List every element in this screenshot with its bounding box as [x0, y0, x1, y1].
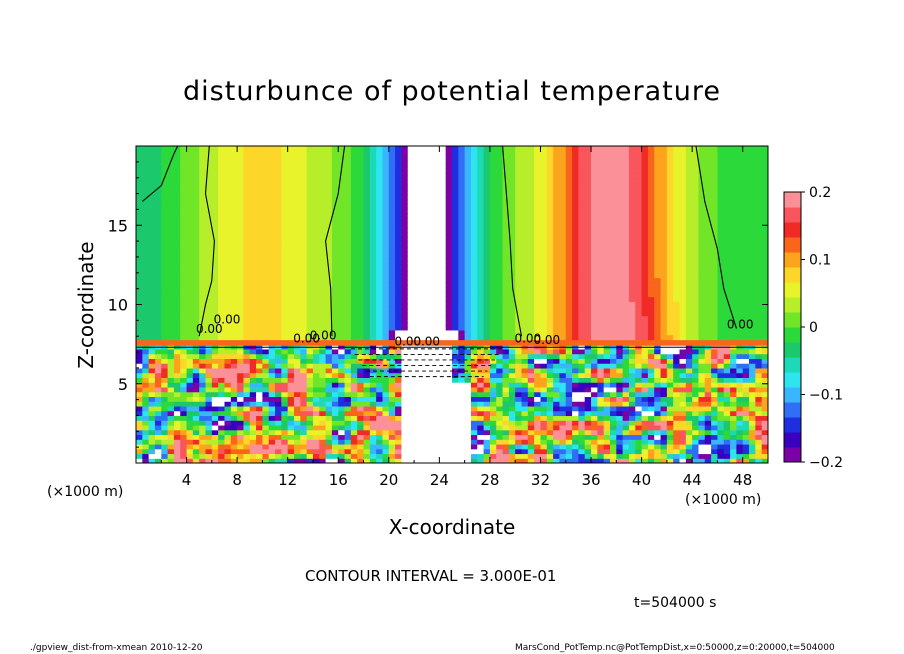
contour-interval-note: CONTOUR INTERVAL = 3.000E-01 [305, 567, 557, 585]
x-tick-label: 48 [733, 471, 752, 489]
contour-labels: 0.000.000.000.00 0.000.00 0.000.000.00 [196, 313, 754, 349]
x-tick-label: 24 [430, 471, 449, 489]
y-tick-label: 10 [108, 296, 128, 315]
contour-line [695, 146, 737, 329]
colorbar-swatch [784, 402, 801, 418]
x-tick-label: 8 [232, 471, 242, 489]
contour-line [198, 146, 215, 337]
contour-label: 0.00 [413, 335, 440, 349]
x-tick-label: 20 [379, 471, 398, 489]
y-tick-label: 5 [118, 375, 128, 394]
colorbar-swatch [784, 432, 801, 448]
x-ticks: 4 8 12 16 20 24 28 32 36 40 44 48 [160, 146, 752, 489]
x-axis-label-text: X-coordinate [388, 515, 516, 539]
colorbar-tick-label: −0.1 [809, 388, 843, 404]
x-tick-label: 40 [632, 471, 651, 489]
contour-label: 0.00 [293, 332, 320, 346]
contour-label: 0.00 [394, 335, 421, 349]
x-tick-label: 32 [531, 471, 550, 489]
contour-line [141, 146, 179, 202]
x-tick-label: 28 [480, 471, 499, 489]
colorbar-tick-label: 0.1 [809, 253, 831, 269]
colorbar-tick-label: −0.2 [809, 455, 843, 471]
contour-label: 0.00 [533, 333, 560, 347]
contour-label: 0.00 [514, 332, 541, 346]
boundary-layer [136, 340, 768, 346]
colorbar-swatch [784, 237, 801, 253]
x-tick-label: 44 [683, 471, 702, 489]
colorbar-swatch [784, 252, 801, 268]
x-axis-unit-left: (×1000 m) [47, 484, 124, 500]
contour-line [502, 146, 523, 337]
y-ticks: 5 10 15 [108, 161, 768, 448]
y-tick-label: 15 [108, 216, 128, 235]
contour-lines [136, 146, 768, 378]
colorbar-swatch [784, 222, 801, 238]
colorbar-swatch [784, 297, 801, 313]
colorbar-tick-label: 0.2 [809, 185, 831, 201]
colorbar-swatch [784, 207, 801, 223]
contour-line [325, 146, 346, 337]
colorbar-swatch [784, 282, 801, 298]
x-tick-label: 12 [278, 471, 297, 489]
colorbar-swatch [784, 312, 801, 328]
colorbar-swatch [784, 372, 801, 388]
footer-left: ./gpview_dist-from-xmean 2010-12-20 [30, 643, 203, 653]
chart-title: disturbunce of potential temperature [183, 76, 721, 107]
contour-label: 0.00 [310, 328, 337, 342]
colorbar-swatch [784, 267, 801, 283]
contour-label: 0.00 [214, 313, 241, 327]
x-tick-label: 36 [581, 471, 600, 489]
colorbar-swatch [784, 327, 801, 343]
time-label: t=504000 s [634, 595, 717, 611]
x-tick-label: 16 [329, 471, 348, 489]
colorbar-swatch [784, 192, 801, 208]
footer-right: MarsCond_PotTemp.nc@PotTempDist,x=0:5000… [515, 643, 835, 653]
colorbar-tick-label: 0 [809, 320, 818, 336]
colorbar-swatch [784, 417, 801, 433]
contour-label: 0.00 [727, 317, 754, 331]
x-axis-unit-right: (×1000 m) [685, 492, 762, 508]
colorbar-swatch [784, 357, 801, 373]
contour-label: 0.00 [196, 322, 223, 336]
colorbar: 0.2 0.1 0 −0.1 −0.2 [783, 185, 843, 471]
x-tick-label: 4 [182, 471, 192, 489]
colorbar-swatch [784, 387, 801, 403]
colorbar-swatch [784, 447, 801, 463]
colorbar-swatch [784, 342, 801, 358]
heatmap-field [136, 146, 768, 463]
